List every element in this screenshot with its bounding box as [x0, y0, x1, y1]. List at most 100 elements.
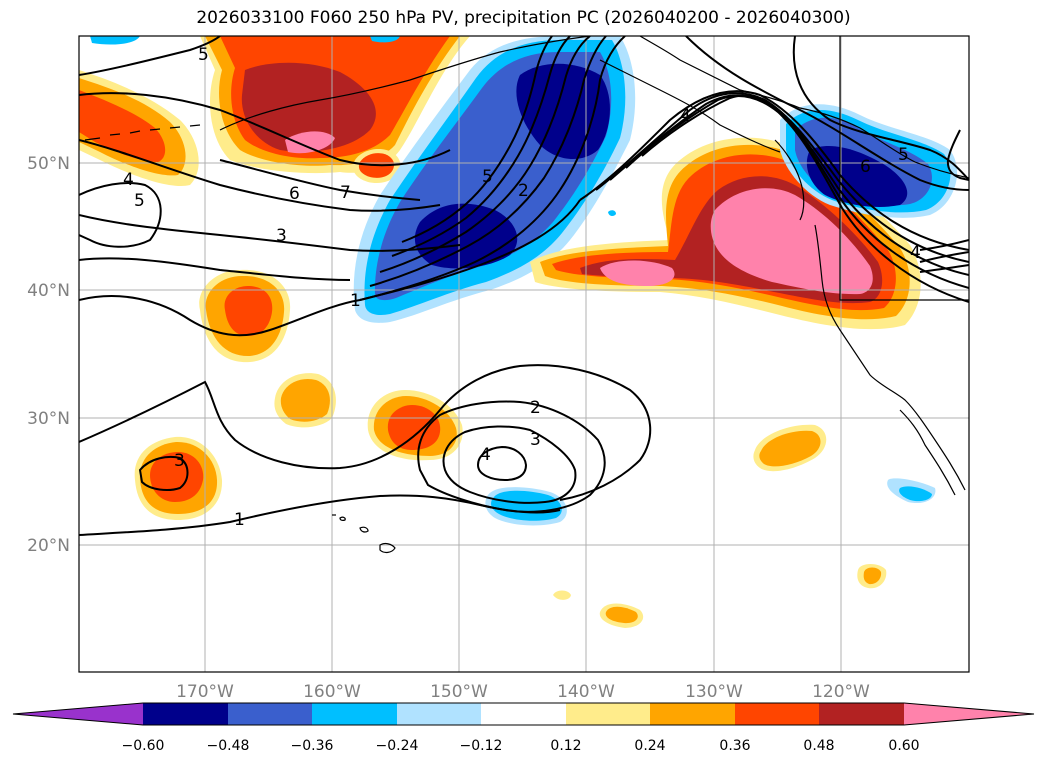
- precip-pos-nw-pink: [285, 131, 335, 154]
- lon-tick-120w: 120°W: [812, 682, 870, 702]
- pv-east-1: [919, 239, 969, 251]
- pv-west-2-small: [138, 455, 189, 491]
- colorbar-bin-neg-048: [228, 703, 312, 725]
- precip-neg-small-1b: [899, 486, 932, 502]
- precip-pos-ar-pink-west: [600, 260, 675, 286]
- colorbar-tick-neg-036: −0.36: [291, 738, 334, 754]
- precip-pos-small-4: [553, 590, 571, 600]
- pv-contour-3: [79, 214, 461, 252]
- pv-east-3: [919, 264, 969, 273]
- lon-tick-140w: 140°W: [557, 682, 615, 702]
- contour-label-2-trough: 2: [518, 181, 529, 201]
- precip-pos-west-c: [79, 90, 166, 162]
- colorbar-tick-pos-060: 0.60: [888, 738, 919, 754]
- contour-label-5-ne: 5: [898, 145, 909, 165]
- pv-ridge-2: [595, 92, 969, 263]
- colorbar: [12, 702, 1035, 726]
- contour-label-7: 7: [340, 183, 351, 203]
- precip-pos-nw-darkred: [241, 62, 376, 152]
- colorbar-bin-neg-036: [312, 703, 397, 725]
- precip-fields: [79, 36, 958, 628]
- coast-aleutians: [84, 124, 201, 141]
- colorbar-bin-neutral: [481, 703, 566, 725]
- coast-north-america: [639, 36, 969, 496]
- pv-contour-west-5: [79, 182, 162, 248]
- pv-ne-small: [946, 129, 969, 181]
- contour-label-3-west: 3: [174, 451, 185, 471]
- colorbar-over-arrow: [904, 703, 1034, 725]
- pv-cutoff-outer: [79, 364, 652, 501]
- precip-pos-165-red: [224, 286, 273, 336]
- contour-label-4-ridge: 4: [680, 106, 691, 126]
- precip-pos-153-red: [387, 405, 441, 450]
- pv-contour-1: [79, 199, 581, 337]
- pv-ridge-1: [579, 90, 969, 251]
- colorbar-tick-neg-060: −0.60: [122, 738, 165, 754]
- map-title: 2026033100 F060 250 hPa PV, precipitatio…: [196, 8, 851, 28]
- contour-label-2-cutoff: 2: [530, 398, 541, 418]
- lat-tick-labels: 20°N 30°N 40°N 50°N: [27, 154, 70, 556]
- contour-label-3-cutoff: 3: [530, 430, 541, 450]
- colorbar-bin-pos-024: [650, 703, 735, 725]
- colorbar-tick-pos-024: 0.24: [634, 738, 665, 754]
- pv-ridge-6: [685, 36, 969, 191]
- lat-tick-30: 30°N: [27, 409, 70, 429]
- precip-pos-160-orange: [280, 378, 330, 422]
- contour-label-6-ne: 6: [860, 157, 871, 177]
- precip-pos-small-2b: [863, 567, 882, 585]
- pv-contour-north-5: [79, 36, 221, 76]
- colorbar-tick-pos-036: 0.36: [719, 738, 750, 754]
- pv-east-2: [919, 251, 969, 263]
- pv-trough-4: [391, 36, 571, 257]
- lon-tick-130w: 130°W: [685, 682, 743, 702]
- pv-trough-5: [401, 36, 553, 243]
- pv-cutoff-3: [442, 425, 577, 504]
- colorbar-under-arrow: [13, 703, 143, 725]
- colorbar-tick-pos-048: 0.48: [803, 738, 834, 754]
- lon-tick-160w: 160°W: [303, 682, 361, 702]
- pv-cutoff-4: [476, 445, 528, 482]
- contour-labels: 5 4 5 6 7 3 1 5 2 4 6 5 4 2 3 4 3 1: [123, 45, 921, 530]
- contour-label-1-trough: 1: [350, 291, 361, 311]
- contour-label-5-trough: 5: [482, 167, 493, 187]
- pv-contours: [79, 36, 969, 536]
- contour-label-1-bottom: 1: [234, 510, 245, 530]
- lon-tick-170w: 170°W: [176, 682, 234, 702]
- contour-label-4-cutoff: 4: [480, 445, 491, 465]
- colorbar-tick-labels: −0.60 −0.48 −0.36 −0.24 −0.12 0.12 0.24 …: [122, 738, 920, 754]
- contour-label-5-west: 5: [134, 191, 145, 211]
- pv-trough-3: [379, 36, 591, 273]
- colorbar-bin-pos-048: [819, 703, 904, 725]
- pv-ridge-5: [641, 94, 969, 303]
- map-border: [78, 35, 970, 673]
- pv-trough-1: [359, 36, 626, 301]
- contour-label-6: 6: [289, 184, 300, 204]
- colorbar-tick-neg-012: −0.12: [460, 738, 503, 754]
- lat-tick-40: 40°N: [27, 281, 70, 301]
- hawaii-1: [379, 542, 396, 554]
- lat-tick-50: 50°N: [27, 154, 70, 174]
- pv-trough-2: [369, 36, 607, 287]
- colorbar-bin-pos-012: [566, 703, 650, 725]
- colorbar-tick-pos-012: 0.12: [550, 738, 581, 754]
- hawaii-3: [339, 516, 346, 521]
- precip-neg-small-pt: [608, 210, 616, 217]
- precip-pos-small-3b: [605, 606, 638, 624]
- pv-contour-6: [79, 139, 441, 212]
- colorbar-tick-neg-024: −0.24: [376, 738, 419, 754]
- pv-contour-7: [219, 159, 421, 201]
- lon-tick-labels: 170°W 160°W 150°W 140°W 130°W 120°W: [176, 682, 870, 702]
- contour-label-4: 4: [123, 170, 134, 190]
- pv-contour-north-4: [79, 92, 451, 167]
- contour-label-5-top: 5: [198, 45, 209, 65]
- contour-label-3: 3: [276, 226, 287, 246]
- colorbar-bin-neg-060: [143, 703, 228, 725]
- colorbar-bin-pos-036: [735, 703, 819, 725]
- precip-pos-122-orange: [759, 430, 821, 467]
- precip-neg-small-top: [90, 36, 140, 45]
- lon-tick-150w: 150°W: [430, 682, 488, 702]
- pv-contour-2: [79, 257, 351, 281]
- precip-pos-ar-pink-main: [710, 188, 873, 295]
- colorbar-tick-neg-048: −0.48: [207, 738, 250, 754]
